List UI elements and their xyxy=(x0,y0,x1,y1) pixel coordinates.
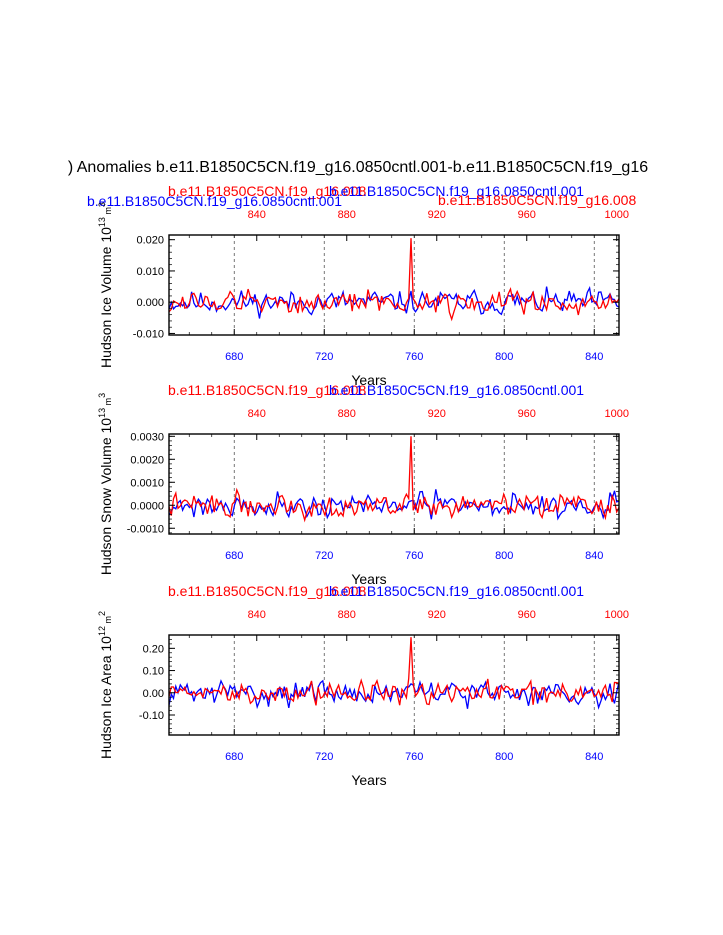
x-top-tick-label: 840 xyxy=(248,209,266,221)
x-top-tick-label: 880 xyxy=(338,609,356,621)
top-label-red: b.e11.B1850C5CN.f19_g16.008 xyxy=(168,583,366,599)
y-tick-label: 0.020 xyxy=(136,235,164,247)
x-top-tick-label: 880 xyxy=(338,209,356,221)
x-top-tick-label: 960 xyxy=(518,209,536,221)
top-label-blue: b.e11.B1850C5CN.f19_g16.0850cntl.001 xyxy=(329,183,584,199)
x-tick-label: 840 xyxy=(585,351,603,363)
x-tick-label: 720 xyxy=(315,751,333,763)
y-tick-label: 0.0000 xyxy=(130,500,164,512)
x-tick-label: 760 xyxy=(405,550,423,562)
y-tick-label: 0.0010 xyxy=(130,477,164,489)
x-tick-label: 800 xyxy=(495,351,513,363)
y-tick-label: 0.0020 xyxy=(130,454,164,466)
plot-frame xyxy=(168,634,620,736)
plot-panel-1: -0.010 0.000 0.010 0.020 680 720 760 800 840 840 8… xyxy=(87,183,636,388)
y-tick-label: -0.10 xyxy=(139,710,164,722)
series-line-red xyxy=(169,238,619,322)
x-axis-title: Years xyxy=(351,571,386,587)
main-title: ) Anomalies b.e11.B1850C5CN.f19_g16.0850… xyxy=(68,159,648,176)
y-tick-label: 0.0030 xyxy=(130,431,164,443)
plot-frame xyxy=(168,234,620,336)
x-top-tick-label: 1000 xyxy=(605,609,629,621)
y-axis-title: Hudson Snow Volume 1013 m3 xyxy=(97,393,114,575)
y-axis-title: Hudson Ice Area 1012 m2 xyxy=(97,611,114,759)
x-axis-title: Years xyxy=(351,772,386,788)
x-tick-label: 680 xyxy=(225,351,243,363)
extra-label-blue: b.e11.B1850C5CN.f19_g16.0850cntl.001 xyxy=(87,193,342,209)
x-top-tick-label: 920 xyxy=(428,609,446,621)
top-label-red: b.e11.B1850C5CN.f19_g16.008 xyxy=(168,382,366,398)
y-tick-label: 0.000 xyxy=(136,297,164,309)
top-label-red: b.e11.B1850C5CN.f19_g16.008 xyxy=(168,183,366,199)
extra-label-red: b.e11.B1850C5CN.f19_g16.008 xyxy=(438,192,636,208)
x-tick-label: 760 xyxy=(405,751,423,763)
x-top-tick-label: 920 xyxy=(428,209,446,221)
x-tick-label: 840 xyxy=(585,550,603,562)
series-line-blue xyxy=(169,679,619,710)
x-tick-label: 800 xyxy=(495,751,513,763)
top-label-blue: b.e11.B1850C5CN.f19_g16.0850cntl.001 xyxy=(329,583,584,599)
top-label-blue: b.e11.B1850C5CN.f19_g16.0850cntl.001 xyxy=(329,382,584,398)
x-top-tick-label: 840 xyxy=(248,609,266,621)
x-tick-label: 680 xyxy=(225,751,243,763)
plot-panel-2: -0.0010 0.0000 0.0010 0.0020 0.0030 680 720 760… xyxy=(97,382,629,587)
y-axis-title: Hudson Ice Volume 1013 m3 xyxy=(97,202,114,368)
x-tick-label: 760 xyxy=(405,351,423,363)
x-top-tick-label: 840 xyxy=(248,408,266,420)
y-tick-label: 0.00 xyxy=(143,688,164,700)
x-tick-label: 800 xyxy=(495,550,513,562)
x-top-tick-label: 1000 xyxy=(605,209,629,221)
x-tick-label: 720 xyxy=(315,550,333,562)
x-tick-label: 840 xyxy=(585,751,603,763)
series-line-red xyxy=(169,436,619,523)
x-top-tick-label: 880 xyxy=(338,408,356,420)
series-line-red xyxy=(169,637,619,706)
x-tick-label: 680 xyxy=(225,550,243,562)
plot-frame xyxy=(168,433,620,535)
series-line-blue xyxy=(169,285,619,319)
y-tick-label: 0.10 xyxy=(143,666,164,678)
x-axis-title: Years xyxy=(351,372,386,388)
x-top-tick-label: 960 xyxy=(518,408,536,420)
x-top-tick-label: 920 xyxy=(428,408,446,420)
x-top-tick-label: 960 xyxy=(518,609,536,621)
y-tick-label: 0.010 xyxy=(136,266,164,278)
x-tick-label: 720 xyxy=(315,351,333,363)
x-top-tick-label: 1000 xyxy=(605,408,629,420)
y-tick-label: -0.010 xyxy=(133,328,164,340)
y-tick-label: -0.0010 xyxy=(127,523,164,535)
y-tick-label: 0.20 xyxy=(143,643,164,655)
plot-panel-3: -0.10 0.00 0.10 0.20 680 720 760 800 840 840 880 92… xyxy=(97,583,629,788)
